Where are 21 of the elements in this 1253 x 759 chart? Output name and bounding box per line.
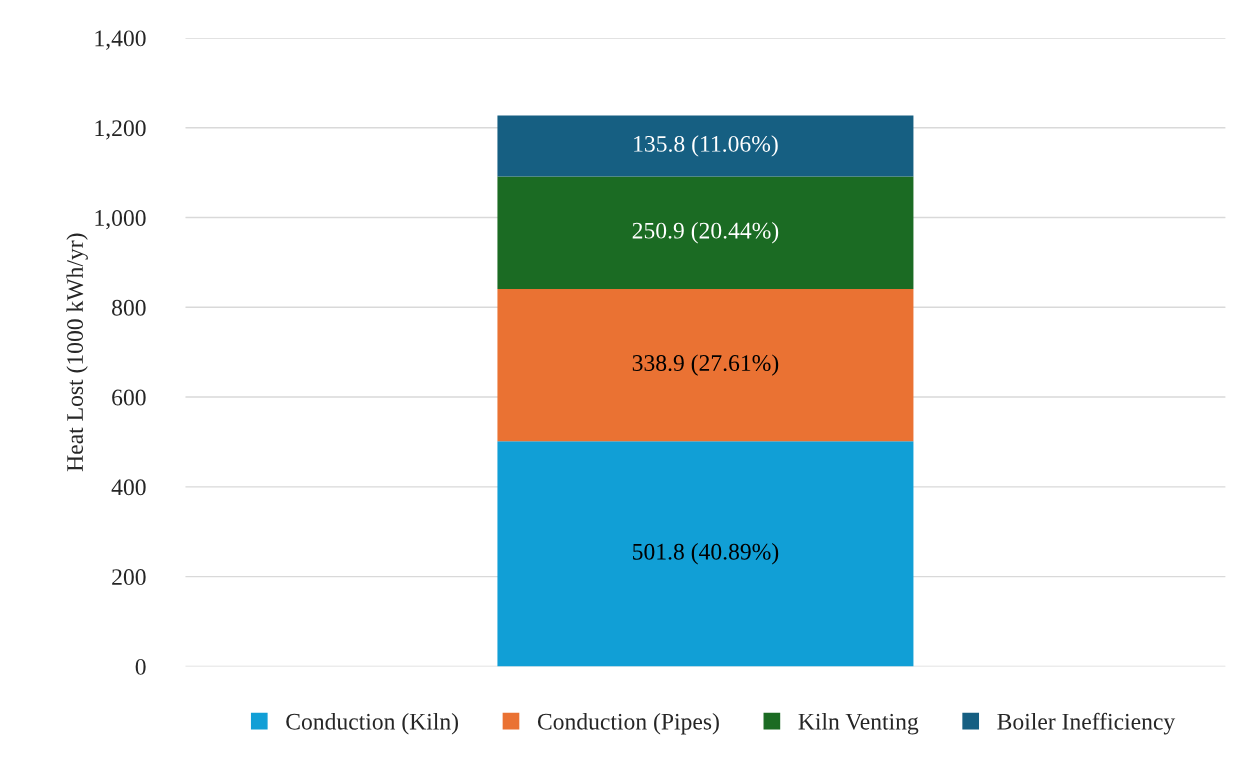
data-label: 338.9 (27.61%) [632,354,779,376]
y-tick-label: 1,200 [95,120,146,140]
bar [497,115,914,177]
data-label: 135.8 (11.06%) [634,135,778,157]
y-tick-label: 400 [111,479,146,496]
bar [497,176,914,290]
y-axis-title: Heat Lost (1000 kWh/yr) [66,233,88,472]
data-label: 250.9 (20.44%) [632,222,779,244]
data-label: 501.8 (40.89%) [633,543,779,565]
y-tick-label: 600 [112,389,146,406]
bar [497,289,914,442]
y-tick-label: 1,400 [95,30,146,50]
legend-label: Conduction (Pipes) [537,713,719,735]
y-tick-label: 800 [112,299,146,316]
legend-label: Conduction (Kiln) [286,713,458,735]
y-tick-label: 1,000 [95,210,146,230]
y-tick-label: 200 [112,569,146,586]
legend-label: Kiln Venting [798,713,919,735]
legend-label: Boiler Inefficiency [997,712,1176,735]
bar [497,441,914,667]
y-tick-label: 0 [135,658,146,675]
